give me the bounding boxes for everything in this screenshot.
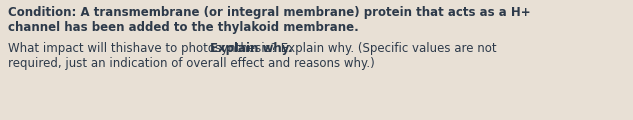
Text: Condition: A transmembrane (or integral membrane) protein that acts as a H+: Condition: A transmembrane (or integral … [8,6,530,19]
Text: required, just an indication of overall effect and reasons why.): required, just an indication of overall … [8,57,375,70]
Text: channel has been added to the thylakoid membrane.: channel has been added to the thylakoid … [8,21,359,34]
Text: What impact will this⁠have to photosynthesis? Explain why. (Specific values are : What impact will this⁠have to photosynth… [8,42,497,55]
Text: Explain why.: Explain why. [210,42,293,55]
